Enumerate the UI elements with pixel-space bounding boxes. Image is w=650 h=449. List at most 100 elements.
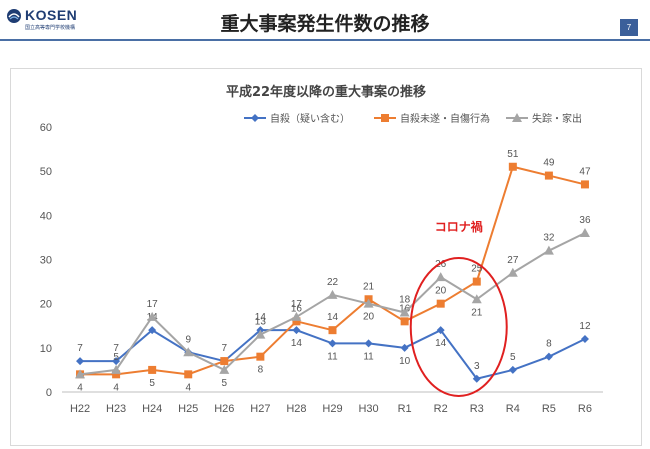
slide-header: KOSEN 国立高等専門学校機構 重大事案発生件数の推移 7 <box>0 0 650 41</box>
series-3-label-R3: 21 <box>471 307 483 318</box>
series-3-point-H28 <box>291 311 302 321</box>
series-1-point-R2 <box>436 326 445 335</box>
x-tick-label-H29: H29 <box>322 403 342 415</box>
series-1-point-R3 <box>472 374 481 383</box>
series-1-label-H30: 11 <box>363 351 374 362</box>
line-chart: 平成22年度以降の重大事案の推移 自殺（疑い含む） 自殺未遂・自傷行為 失踪・家出 … <box>40 84 603 415</box>
series-3-label-H29: 22 <box>327 277 339 288</box>
series-2-point-H24 <box>148 365 157 374</box>
legend-marker-3 <box>512 113 522 122</box>
logo-text: KOSEN <box>25 7 78 23</box>
series-1-point-R1 <box>400 343 409 352</box>
series-2-point-R5 <box>544 171 553 180</box>
series-3-point-R1 <box>399 307 410 317</box>
series-2-label-R4: 51 <box>507 149 519 160</box>
x-tick-label-H27: H27 <box>250 403 270 415</box>
series-1-label-H25: 9 <box>185 334 191 345</box>
x-tick-label-H24: H24 <box>142 403 162 415</box>
series-2-point-R3 <box>472 277 481 286</box>
chart-legend: 自殺（疑い含む） 自殺未遂・自傷行為 失踪・家出 <box>244 112 582 125</box>
y-tick-label-60: 60 <box>40 122 52 134</box>
legend-label-2: 自殺未遂・自傷行為 <box>400 112 490 125</box>
x-tick-label-H22: H22 <box>70 403 90 415</box>
y-tick-label-20: 20 <box>40 299 52 311</box>
y-tick-label-40: 40 <box>40 210 52 222</box>
series-2-label-H25: 4 <box>185 382 191 393</box>
series-2-label-H29: 14 <box>327 312 339 323</box>
series-3-point-R5 <box>543 245 554 255</box>
series-3-label-H28: 17 <box>291 299 303 310</box>
series-2-label-H27: 8 <box>258 365 264 376</box>
series-2-point-R4 <box>508 162 517 171</box>
series-1-point-H23 <box>112 357 121 366</box>
series-1-label-R1: 10 <box>399 356 411 367</box>
series-1-point-R5 <box>544 352 553 361</box>
series-3-point-H22 <box>75 369 86 379</box>
chart-title: 平成22年度以降の重大事案の推移 <box>226 84 426 100</box>
series-3-point-H24 <box>147 311 158 321</box>
series-1-point-H24 <box>148 326 157 335</box>
x-tick-label-H28: H28 <box>286 403 306 415</box>
series-2-label-R5: 49 <box>543 158 555 169</box>
series-1-point-H22 <box>76 357 85 366</box>
series-3-point-H29 <box>327 289 338 299</box>
series-3-label-R1: 18 <box>399 295 411 306</box>
chart-annotation: コロナ禍 <box>409 219 508 397</box>
series-2-point-H25 <box>184 370 193 379</box>
chart-frame: 平成22年度以降の重大事案の推移 自殺（疑い含む） 自殺未遂・自傷行為 失踪・家出 … <box>10 68 642 446</box>
series-1-label-R5: 8 <box>546 339 552 350</box>
series-3-point-R6 <box>579 228 590 237</box>
series-3-point-H25 <box>183 347 194 357</box>
x-tick-label-H26: H26 <box>214 403 234 415</box>
kosen-logo-icon <box>7 9 21 23</box>
series-3-label-H27: 13 <box>255 317 267 328</box>
series-2-label-H22: 4 <box>77 382 83 393</box>
series-2-label-R6: 47 <box>579 166 591 177</box>
series-1-point-H28 <box>292 326 301 335</box>
series-2-label-R2: 20 <box>435 286 447 297</box>
series-2-point-H28 <box>292 317 301 326</box>
x-tick-label-H30: H30 <box>358 403 378 415</box>
series-3-label-R5: 32 <box>543 233 555 244</box>
series-2-point-H23 <box>112 370 121 379</box>
header-divider <box>0 39 650 41</box>
legend-item-1: 自殺（疑い含む） <box>244 112 350 125</box>
y-tick-label-30: 30 <box>40 255 52 267</box>
x-tick-label-R2: R2 <box>434 403 448 415</box>
series-3-label-H30: 20 <box>363 312 375 323</box>
series-2-point-R2 <box>436 299 445 308</box>
series-1-point-H29 <box>328 339 337 348</box>
series-3-point-H27 <box>255 329 266 339</box>
legend-item-3: 失踪・家出 <box>506 112 582 125</box>
legend-label-1: 自殺（疑い含む） <box>270 112 350 125</box>
x-tick-label-R3: R3 <box>470 403 484 415</box>
x-tick-label-R5: R5 <box>542 403 556 415</box>
series-2-label-H23: 4 <box>113 382 119 393</box>
x-tick-label-H23: H23 <box>106 403 126 415</box>
series-3-point-R3 <box>471 294 482 304</box>
series-3-label-R2: 26 <box>435 259 447 270</box>
series-2-label-H24: 5 <box>149 378 155 389</box>
series-1-point-R6 <box>580 335 589 343</box>
series-1-label-R4: 5 <box>510 352 516 363</box>
legend-marker-1 <box>251 114 259 122</box>
series-1-label-H27: 14 <box>255 312 267 323</box>
series-3-point-H23 <box>111 364 122 374</box>
series-1-point-H30 <box>364 339 373 348</box>
chart-axes: 0 10 20 30 40 50 60 H22 H23 H24 H25 H26 H27 H28 H29 H30… <box>40 122 603 415</box>
logo-subtitle: 国立高等専門学校機構 <box>25 25 76 31</box>
series-1-label-R6: 12 <box>579 321 591 332</box>
covid-period-label: コロナ禍 <box>435 219 483 234</box>
series-3-label-H24: 17 <box>147 299 159 310</box>
y-tick-label-10: 10 <box>40 343 52 355</box>
series-3: 5 17 5 13 17 22 20 18 26 21 27 32 36 <box>75 215 591 389</box>
series-2-label-H28: 16 <box>291 303 303 314</box>
series-1-label-R3: 3 <box>474 361 480 372</box>
covid-period-ellipse <box>409 257 508 397</box>
x-tick-label-H25: H25 <box>178 403 198 415</box>
x-tick-label-R6: R6 <box>578 403 592 415</box>
chart-plot-area: 7714971414111110143581244548161421162025… <box>75 149 591 393</box>
series-3-label-R4: 27 <box>507 255 519 266</box>
series-2: 44548161421162025514947 <box>76 149 591 393</box>
series-2-point-R6 <box>580 180 589 189</box>
